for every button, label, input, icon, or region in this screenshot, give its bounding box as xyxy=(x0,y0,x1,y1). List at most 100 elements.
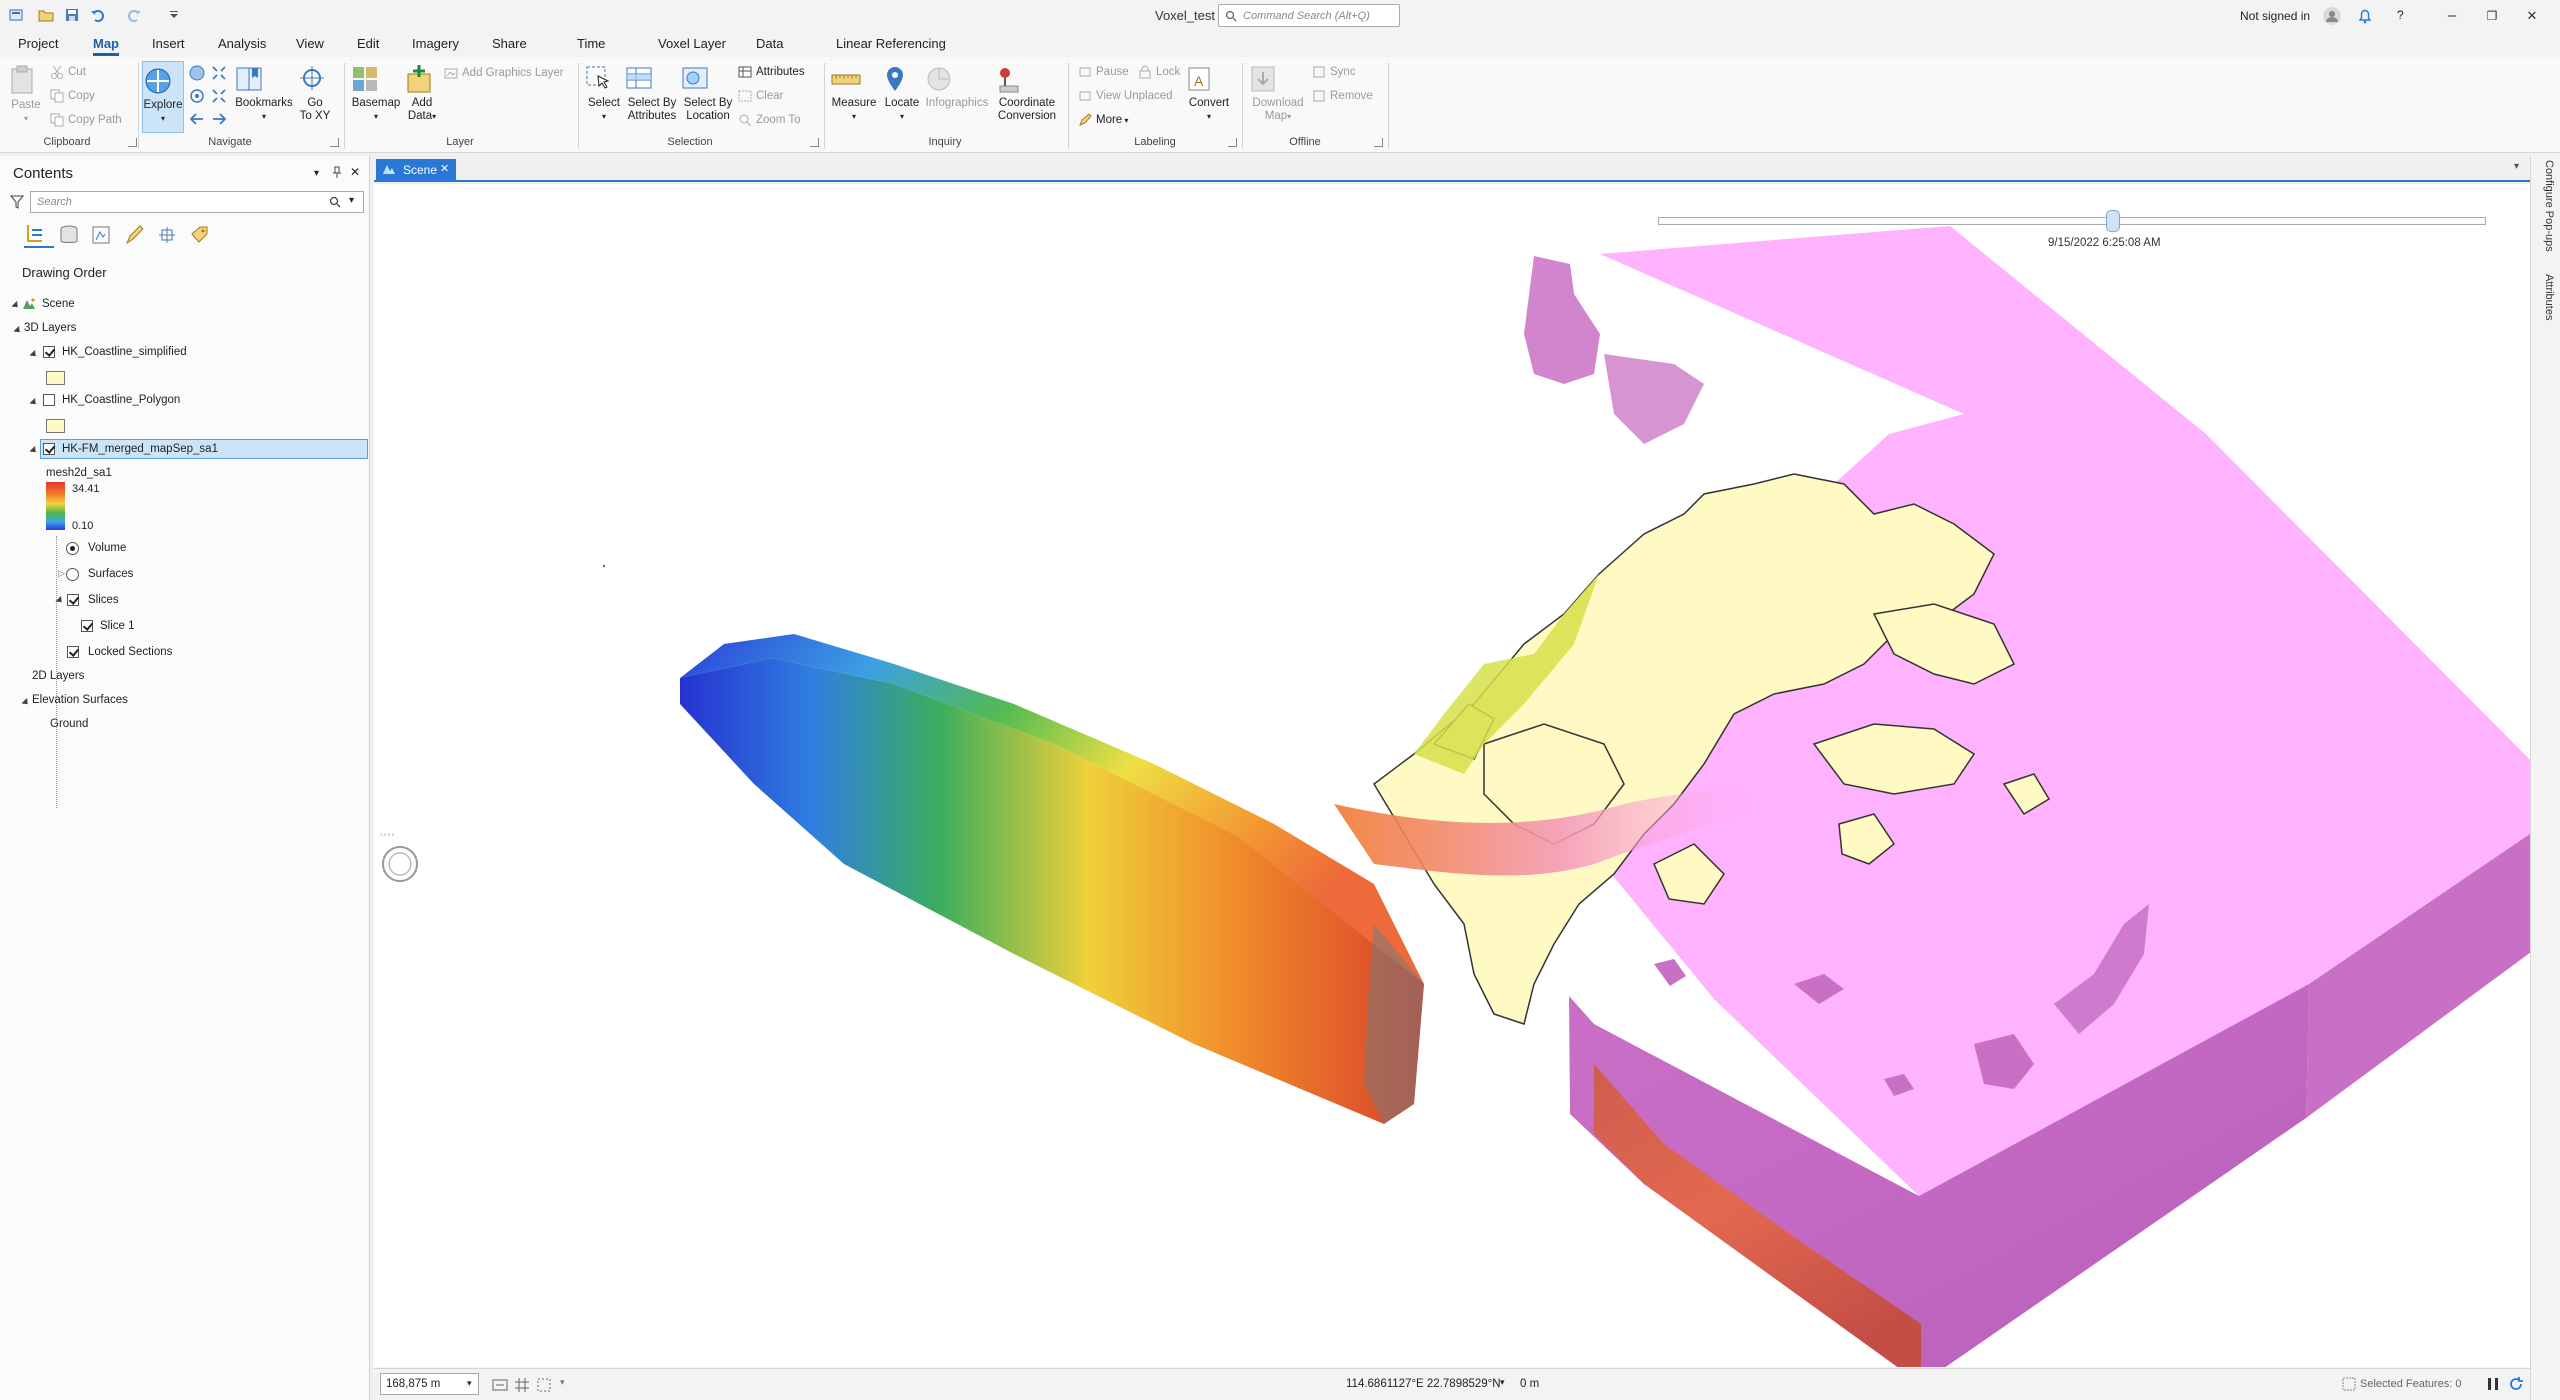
tree-coastline-polygon[interactable]: HK_Coastline_Polygon xyxy=(62,394,181,406)
undo-icon[interactable] xyxy=(90,7,108,25)
tab-project[interactable]: Project xyxy=(18,36,59,51)
tree-elevation-surfaces[interactable]: Elevation Surfaces xyxy=(32,694,128,706)
tab-imagery[interactable]: Imagery xyxy=(412,36,459,51)
copy-path-button[interactable]: Copy Path xyxy=(50,113,122,127)
coastline-simplified-checkbox[interactable] xyxy=(43,346,55,358)
filter-icon[interactable] xyxy=(10,194,24,210)
snapping-icon[interactable] xyxy=(536,1377,552,1393)
pane-options-icon[interactable]: ▾ xyxy=(314,168,320,179)
coastline-simplified-expander[interactable] xyxy=(29,349,39,360)
tab-voxel-layer[interactable]: Voxel Layer xyxy=(658,36,726,51)
select-by-attributes-button[interactable]: Select By Attributes xyxy=(624,64,680,123)
voxel-layer-expander[interactable] xyxy=(29,445,39,456)
tree-ground[interactable]: Ground xyxy=(50,718,89,730)
clear-selection-button[interactable]: Clear xyxy=(738,89,783,103)
surfaces-expander[interactable]: ▷ xyxy=(58,568,65,578)
slice1-checkbox[interactable] xyxy=(81,620,93,632)
offline-launcher[interactable] xyxy=(1374,138,1383,147)
configure-popups-tab[interactable]: Configure Pop-ups xyxy=(2543,160,2555,252)
next-extent-icon[interactable] xyxy=(210,110,228,128)
slices-checkbox[interactable] xyxy=(67,594,79,606)
pause-labeling-button[interactable]: Pause xyxy=(1078,65,1129,79)
more-labeling-button[interactable]: More ▾ xyxy=(1078,113,1128,127)
navigator-toggle[interactable]: ◦◦◦◦ xyxy=(380,830,396,839)
lock-labels-button[interactable]: Lock xyxy=(1138,65,1180,79)
sync-button[interactable]: Sync xyxy=(1312,65,1356,79)
help-button[interactable]: ? xyxy=(2397,8,2404,22)
coastline-polygon-expander[interactable] xyxy=(29,397,39,408)
list-by-editing-icon[interactable] xyxy=(124,224,146,246)
tree-slices[interactable]: Slices xyxy=(88,594,119,606)
signin-status[interactable]: Not signed in xyxy=(2240,9,2311,23)
tree-voxel-layer[interactable]: HK-FM_merged_mapSep_sa1 xyxy=(62,443,218,455)
list-by-selection-icon[interactable] xyxy=(90,224,112,246)
bookmarks-button[interactable]: Bookmarks ▾ xyxy=(234,64,294,123)
search-options-icon[interactable]: ▾ xyxy=(349,195,355,206)
command-search-input[interactable]: Command Search (Alt+Q) xyxy=(1218,4,1400,27)
tab-insert[interactable]: Insert xyxy=(152,36,185,51)
tab-map[interactable]: Map xyxy=(93,36,119,56)
scale-dropdown-icon[interactable]: ▾ xyxy=(467,1378,472,1388)
locate-button[interactable]: Locate ▾ xyxy=(880,64,924,123)
paste-button[interactable]: Paste ▾ xyxy=(8,64,44,125)
grid-icon[interactable] xyxy=(514,1377,530,1393)
add-graphics-layer-button[interactable]: Add Graphics Layer xyxy=(444,66,564,80)
customize-toolbar-icon[interactable] xyxy=(168,7,186,25)
download-map-button[interactable]: Download Map▾ xyxy=(1248,64,1308,123)
save-icon[interactable] xyxy=(64,7,82,25)
tab-time[interactable]: Time xyxy=(577,36,606,51)
coordinate-format-dropdown[interactable]: ▾ xyxy=(1500,1377,1505,1387)
tree-coastline-simplified[interactable]: HK_Coastline_simplified xyxy=(62,346,187,358)
minimize-button[interactable]: – xyxy=(2447,7,2457,24)
zoom-selected-icon[interactable] xyxy=(188,87,206,105)
tab-view[interactable]: View xyxy=(296,36,324,51)
coastline-polygon-checkbox[interactable] xyxy=(43,394,55,406)
elevation-surfaces-expander[interactable] xyxy=(21,697,31,708)
fixed-zoom-out-icon[interactable] xyxy=(210,87,228,105)
infographics-button[interactable]: Infographics xyxy=(924,64,990,110)
voxel-layer-checkbox[interactable] xyxy=(43,443,55,455)
open-project-icon[interactable] xyxy=(38,7,56,25)
tree-surfaces[interactable]: Surfaces xyxy=(88,568,134,580)
restore-button[interactable]: ❐ xyxy=(2486,9,2498,23)
volume-radio[interactable] xyxy=(66,542,79,555)
navigate-launcher[interactable] xyxy=(330,138,339,147)
list-by-drawing-order-icon[interactable] xyxy=(24,222,54,248)
explore-button[interactable]: Explore ▾ xyxy=(142,61,184,133)
coordinate-conversion-button[interactable]: Coordinate Conversion xyxy=(992,64,1062,123)
fixed-zoom-in-icon[interactable] xyxy=(210,64,228,82)
voxel-layer-row[interactable] xyxy=(40,439,368,459)
redo-icon[interactable] xyxy=(126,7,144,25)
tab-scene[interactable]: Scene ✕ xyxy=(376,159,456,180)
scene-view[interactable]: 9/15/2022 6:25:08 AM xyxy=(374,184,2530,1367)
fixed-scale-icon[interactable] xyxy=(492,1377,508,1393)
list-by-snapping-icon[interactable] xyxy=(156,224,178,246)
tree-3d-layers[interactable]: 3D Layers xyxy=(24,322,77,334)
attributes-button[interactable]: Attributes xyxy=(738,65,805,79)
cut-button[interactable]: Cut xyxy=(50,65,86,79)
navigator-compass-icon[interactable] xyxy=(380,844,420,884)
user-avatar-icon[interactable] xyxy=(2322,6,2342,26)
tree-slice1[interactable]: Slice 1 xyxy=(100,620,135,632)
selection-launcher[interactable] xyxy=(810,138,819,147)
pause-drawing-icon[interactable] xyxy=(2486,1376,2500,1392)
time-slider-thumb[interactable] xyxy=(2106,210,2121,232)
tree-scene[interactable]: Scene xyxy=(42,298,75,310)
close-button[interactable]: ✕ xyxy=(2526,8,2538,23)
tree-2d-layers[interactable]: 2D Layers xyxy=(32,670,85,682)
tab-edit[interactable]: Edit xyxy=(357,36,380,51)
refresh-icon[interactable] xyxy=(2508,1376,2524,1392)
coastline-polygon-swatch[interactable] xyxy=(46,419,65,433)
tab-overflow-icon[interactable]: ▾ xyxy=(2514,161,2520,172)
new-project-icon[interactable] xyxy=(8,7,26,25)
contents-search-input[interactable]: Search ▾ xyxy=(30,191,364,213)
tree-locked-sections[interactable]: Locked Sections xyxy=(88,646,173,658)
tab-analysis[interactable]: Analysis xyxy=(218,36,267,51)
clipboard-launcher[interactable] xyxy=(128,138,137,147)
labeling-launcher[interactable] xyxy=(1228,138,1237,147)
close-tab-icon[interactable]: ✕ xyxy=(440,163,450,175)
status-dropdown-icon[interactable]: ▾ xyxy=(560,1377,565,1387)
notifications-icon[interactable] xyxy=(2356,7,2374,25)
select-button[interactable]: Select ▾ xyxy=(584,64,624,123)
close-pane-icon[interactable]: ✕ xyxy=(350,165,361,179)
